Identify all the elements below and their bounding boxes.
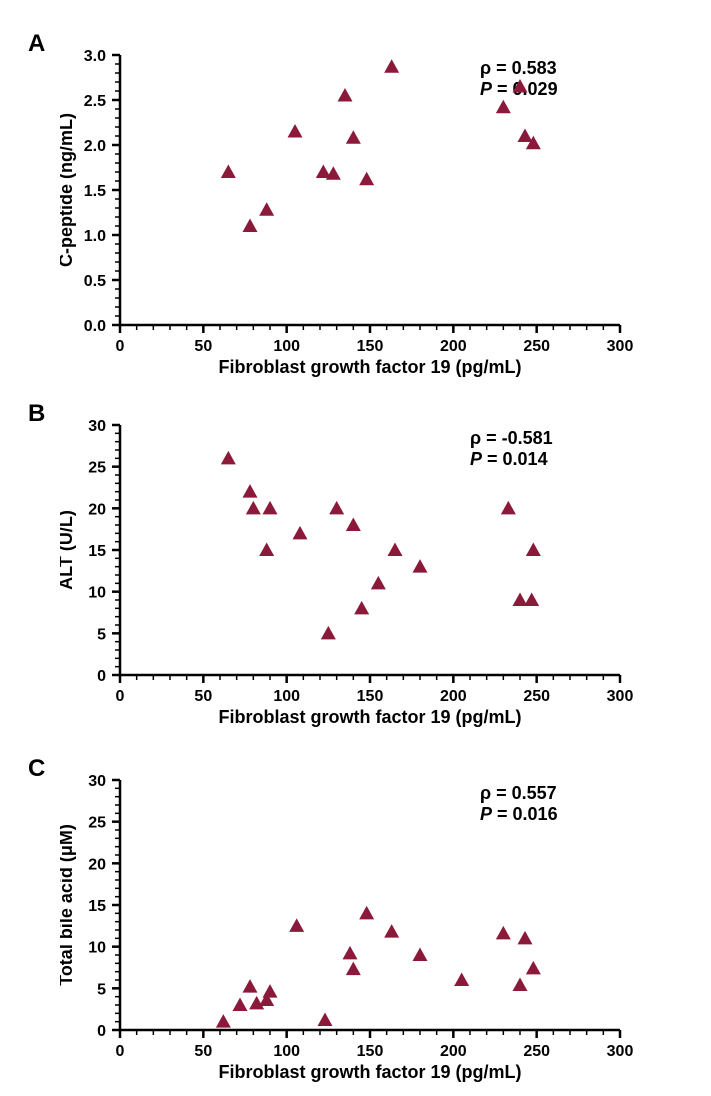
svg-text:0: 0 xyxy=(97,1023,106,1040)
panel-label-B: B xyxy=(28,400,45,428)
svg-text:50: 50 xyxy=(194,688,212,705)
data-point xyxy=(321,626,336,640)
scatter-plot-B: 050100150200250300051015202530Fibroblast… xyxy=(60,365,680,735)
x-axis-label: Fibroblast growth factor 19 (pg/mL) xyxy=(218,1062,521,1082)
data-point xyxy=(338,88,353,102)
data-point xyxy=(221,451,236,465)
svg-text:1.0: 1.0 xyxy=(84,228,106,245)
data-point xyxy=(526,961,541,975)
svg-text:2.0: 2.0 xyxy=(84,138,106,155)
svg-text:1.5: 1.5 xyxy=(84,183,106,200)
data-point xyxy=(413,948,428,962)
svg-text:5: 5 xyxy=(97,981,106,998)
data-point xyxy=(243,219,258,233)
svg-text:10: 10 xyxy=(88,940,106,957)
data-point xyxy=(246,501,261,515)
svg-text:100: 100 xyxy=(273,338,300,355)
svg-text:300: 300 xyxy=(607,1043,634,1060)
data-point xyxy=(359,906,374,920)
svg-text:0: 0 xyxy=(116,1043,125,1060)
svg-text:50: 50 xyxy=(194,1043,212,1060)
svg-text:150: 150 xyxy=(357,1043,384,1060)
svg-text:100: 100 xyxy=(273,688,300,705)
y-axis-label: Total bile acid (μM) xyxy=(60,824,76,986)
data-point xyxy=(233,998,248,1012)
data-point xyxy=(496,100,511,114)
data-point xyxy=(216,1014,231,1028)
svg-text:200: 200 xyxy=(440,338,467,355)
data-point xyxy=(501,501,516,515)
data-point xyxy=(343,946,358,960)
data-point xyxy=(384,924,399,938)
data-point xyxy=(293,526,308,540)
data-point xyxy=(289,918,304,932)
data-point xyxy=(518,129,533,143)
svg-text:300: 300 xyxy=(607,338,634,355)
svg-text:25: 25 xyxy=(88,815,106,832)
data-point xyxy=(454,973,469,987)
data-point xyxy=(243,979,258,993)
svg-text:250: 250 xyxy=(523,688,550,705)
data-point xyxy=(513,79,528,93)
data-point xyxy=(263,501,278,515)
svg-text:30: 30 xyxy=(88,773,106,790)
data-point xyxy=(263,984,278,998)
svg-text:10: 10 xyxy=(88,585,106,602)
data-point xyxy=(346,962,361,976)
svg-text:0: 0 xyxy=(97,668,106,685)
svg-text:0.0: 0.0 xyxy=(84,318,106,335)
data-point xyxy=(346,130,361,144)
svg-text:150: 150 xyxy=(357,338,384,355)
data-point xyxy=(359,172,374,186)
data-point xyxy=(513,593,528,607)
svg-text:5: 5 xyxy=(97,626,106,643)
y-axis-label: ALT (U/L) xyxy=(60,510,76,590)
data-point xyxy=(371,576,386,590)
data-point xyxy=(221,165,236,179)
data-point xyxy=(243,484,258,498)
data-point xyxy=(346,518,361,532)
data-point xyxy=(513,978,528,992)
svg-text:0: 0 xyxy=(116,338,125,355)
svg-text:50: 50 xyxy=(194,338,212,355)
data-point xyxy=(329,501,344,515)
svg-text:20: 20 xyxy=(88,501,106,518)
figure: Aρ = 0.583P = 0.0290501001502002503000.0… xyxy=(0,0,711,1096)
svg-text:2.5: 2.5 xyxy=(84,93,106,110)
scatter-plot-C: 0 50 100 150 200 250 300 0 5 10 15 20 25 30 Fibroblast… xyxy=(60,720,680,1090)
data-point xyxy=(496,926,511,940)
svg-text:250: 250 xyxy=(523,338,550,355)
data-point xyxy=(288,124,303,138)
svg-text:0: 0 xyxy=(116,688,125,705)
svg-text:100: 100 xyxy=(273,1043,300,1060)
data-point xyxy=(526,543,541,557)
svg-text:15: 15 xyxy=(88,543,106,560)
svg-text:300: 300 xyxy=(607,688,634,705)
svg-text:20: 20 xyxy=(88,856,106,873)
y-axis-label: C-peptide (ng/mL) xyxy=(60,113,76,267)
svg-text:0.5: 0.5 xyxy=(84,273,106,290)
panel-label-A: A xyxy=(28,30,45,58)
svg-text:25: 25 xyxy=(88,460,106,477)
svg-text:30: 30 xyxy=(88,418,106,435)
data-point xyxy=(354,601,369,615)
panel-label-C: C xyxy=(28,755,45,783)
svg-text:200: 200 xyxy=(440,1043,467,1060)
svg-text:150: 150 xyxy=(357,688,384,705)
data-point xyxy=(413,559,428,573)
data-point xyxy=(259,543,274,557)
data-point xyxy=(524,593,539,607)
data-point xyxy=(384,59,399,73)
data-point xyxy=(388,543,403,557)
svg-text:3.0: 3.0 xyxy=(84,48,106,65)
scatter-plot-A: 0501001502002503000.00.51.01.52.02.53.0F… xyxy=(60,0,680,385)
svg-text:200: 200 xyxy=(440,688,467,705)
data-point xyxy=(318,1013,333,1027)
data-point xyxy=(518,931,533,945)
data-point xyxy=(259,202,274,216)
svg-text:15: 15 xyxy=(88,898,106,915)
svg-text:250: 250 xyxy=(523,1043,550,1060)
